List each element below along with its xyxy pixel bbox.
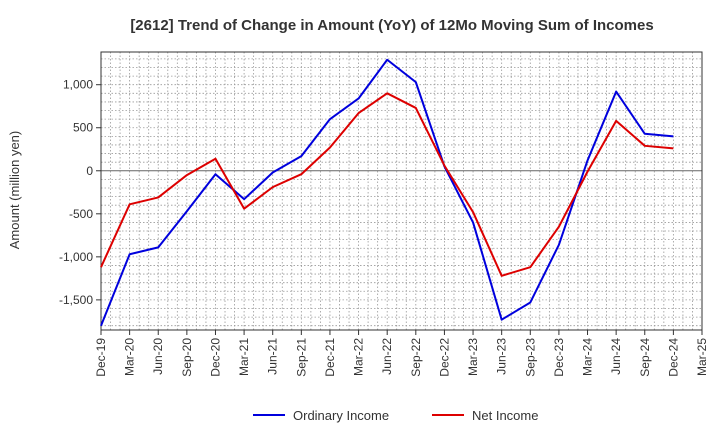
x-tick-label: Sep-22 [409, 338, 423, 377]
x-tick-label: Dec-22 [437, 338, 451, 377]
y-tick-label: -1,500 [59, 293, 93, 307]
x-tick-label: Jun-20 [151, 338, 165, 375]
y-tick-label: 500 [73, 121, 93, 135]
chart-title: [2612] Trend of Change in Amount (YoY) o… [130, 17, 653, 34]
x-tick-label: Mar-24 [581, 338, 595, 376]
plot-border [100, 51, 703, 331]
x-tick-label: Mar-22 [352, 338, 366, 376]
legend-label-0: Ordinary Income [293, 408, 389, 423]
x-tick-label: Jun-23 [495, 338, 509, 375]
x-tick-label: Mar-20 [123, 338, 137, 376]
y-tick-label: 0 [86, 164, 93, 178]
x-tick-label: Dec-23 [552, 338, 566, 377]
x-tick-label: Mar-21 [237, 338, 251, 376]
y-tick-label: -1,000 [59, 250, 93, 264]
plot-area: 1,000 500 0 -500 -1,000 -1,500 Dec-19 Mar-20 Jun… [59, 51, 709, 377]
x-tick-label: Dec-21 [323, 338, 337, 377]
legend: Ordinary Income Net Income [253, 408, 538, 423]
plot-background [101, 52, 702, 330]
x-tick-label: Mar-25 [695, 338, 709, 376]
x-tick-label: Sep-21 [294, 338, 308, 377]
x-tick-label: Mar-23 [466, 338, 480, 376]
x-tick-label: Dec-20 [208, 338, 222, 377]
x-tick-label: Jun-22 [380, 338, 394, 375]
y-tick-label: 1,000 [63, 78, 93, 92]
x-tick-label: Sep-23 [523, 338, 537, 377]
x-tick-label: Sep-20 [180, 338, 194, 377]
y-tick-label: -500 [69, 207, 93, 221]
x-tick-label: Dec-19 [94, 338, 108, 377]
x-tick-label: Sep-24 [638, 338, 652, 377]
x-tick-label: Jun-21 [266, 338, 280, 375]
legend-label-1: Net Income [472, 408, 538, 423]
y-axis-label: Amount (million yen) [7, 131, 22, 250]
x-tick-label: Jun-24 [609, 338, 623, 375]
x-tick-label: Dec-24 [666, 338, 680, 377]
